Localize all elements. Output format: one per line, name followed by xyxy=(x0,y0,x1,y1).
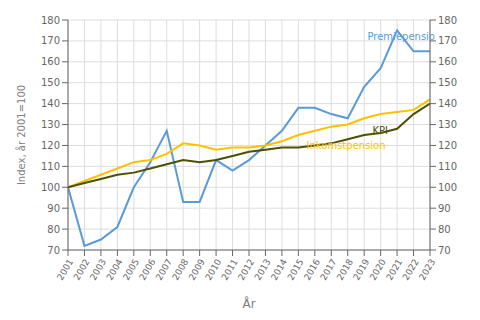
svg-text:2016: 2016 xyxy=(302,257,323,282)
svg-text:180: 180 xyxy=(438,15,457,26)
svg-text:120: 120 xyxy=(41,140,60,151)
svg-text:År: År xyxy=(242,296,255,311)
svg-text:150: 150 xyxy=(41,77,60,88)
svg-text:2017: 2017 xyxy=(318,257,339,282)
svg-text:100: 100 xyxy=(41,182,60,193)
svg-text:2008: 2008 xyxy=(170,257,191,282)
svg-text:2022: 2022 xyxy=(400,257,421,282)
svg-text:80: 80 xyxy=(438,224,451,235)
svg-text:120: 120 xyxy=(438,140,457,151)
svg-text:2021: 2021 xyxy=(384,257,405,282)
svg-text:2005: 2005 xyxy=(121,257,142,282)
svg-text:140: 140 xyxy=(438,98,457,109)
svg-text:80: 80 xyxy=(47,224,60,235)
svg-text:140: 140 xyxy=(41,98,60,109)
svg-text:180: 180 xyxy=(41,15,60,26)
svg-text:110: 110 xyxy=(41,161,60,172)
svg-text:2006: 2006 xyxy=(137,257,158,282)
svg-text:2020: 2020 xyxy=(367,257,388,282)
svg-text:2004: 2004 xyxy=(104,257,125,282)
svg-text:2014: 2014 xyxy=(269,257,290,282)
svg-text:70: 70 xyxy=(438,245,451,256)
svg-text:2013: 2013 xyxy=(252,257,273,282)
svg-text:100: 100 xyxy=(438,182,457,193)
svg-text:2007: 2007 xyxy=(153,257,174,282)
svg-text:90: 90 xyxy=(47,203,60,214)
svg-text:2019: 2019 xyxy=(351,257,372,282)
svg-text:2010: 2010 xyxy=(203,257,224,282)
svg-text:170: 170 xyxy=(41,35,60,46)
svg-text:2023: 2023 xyxy=(417,257,437,282)
svg-text:160: 160 xyxy=(41,56,60,67)
svg-text:2002: 2002 xyxy=(71,257,92,282)
svg-text:160: 160 xyxy=(438,56,457,67)
svg-text:130: 130 xyxy=(438,119,457,130)
svg-text:Premiepensio: Premiepensio xyxy=(367,31,435,42)
svg-text:2011: 2011 xyxy=(219,257,240,282)
svg-text:Inkomstpension: Inkomstpension xyxy=(307,140,386,151)
svg-text:110: 110 xyxy=(438,161,457,172)
svg-text:150: 150 xyxy=(438,77,457,88)
svg-text:2003: 2003 xyxy=(88,257,109,282)
svg-text:90: 90 xyxy=(438,203,451,214)
svg-text:130: 130 xyxy=(41,119,60,130)
svg-text:2001: 2001 xyxy=(55,257,76,282)
svg-text:Index, år 2001=100: Index, år 2001=100 xyxy=(15,85,27,185)
svg-text:KPI: KPI xyxy=(372,125,388,136)
svg-text:2018: 2018 xyxy=(334,257,355,282)
svg-text:70: 70 xyxy=(47,245,60,256)
svg-text:2015: 2015 xyxy=(285,257,306,282)
svg-text:2012: 2012 xyxy=(236,257,257,282)
svg-text:170: 170 xyxy=(438,35,457,46)
svg-text:2009: 2009 xyxy=(186,257,207,282)
